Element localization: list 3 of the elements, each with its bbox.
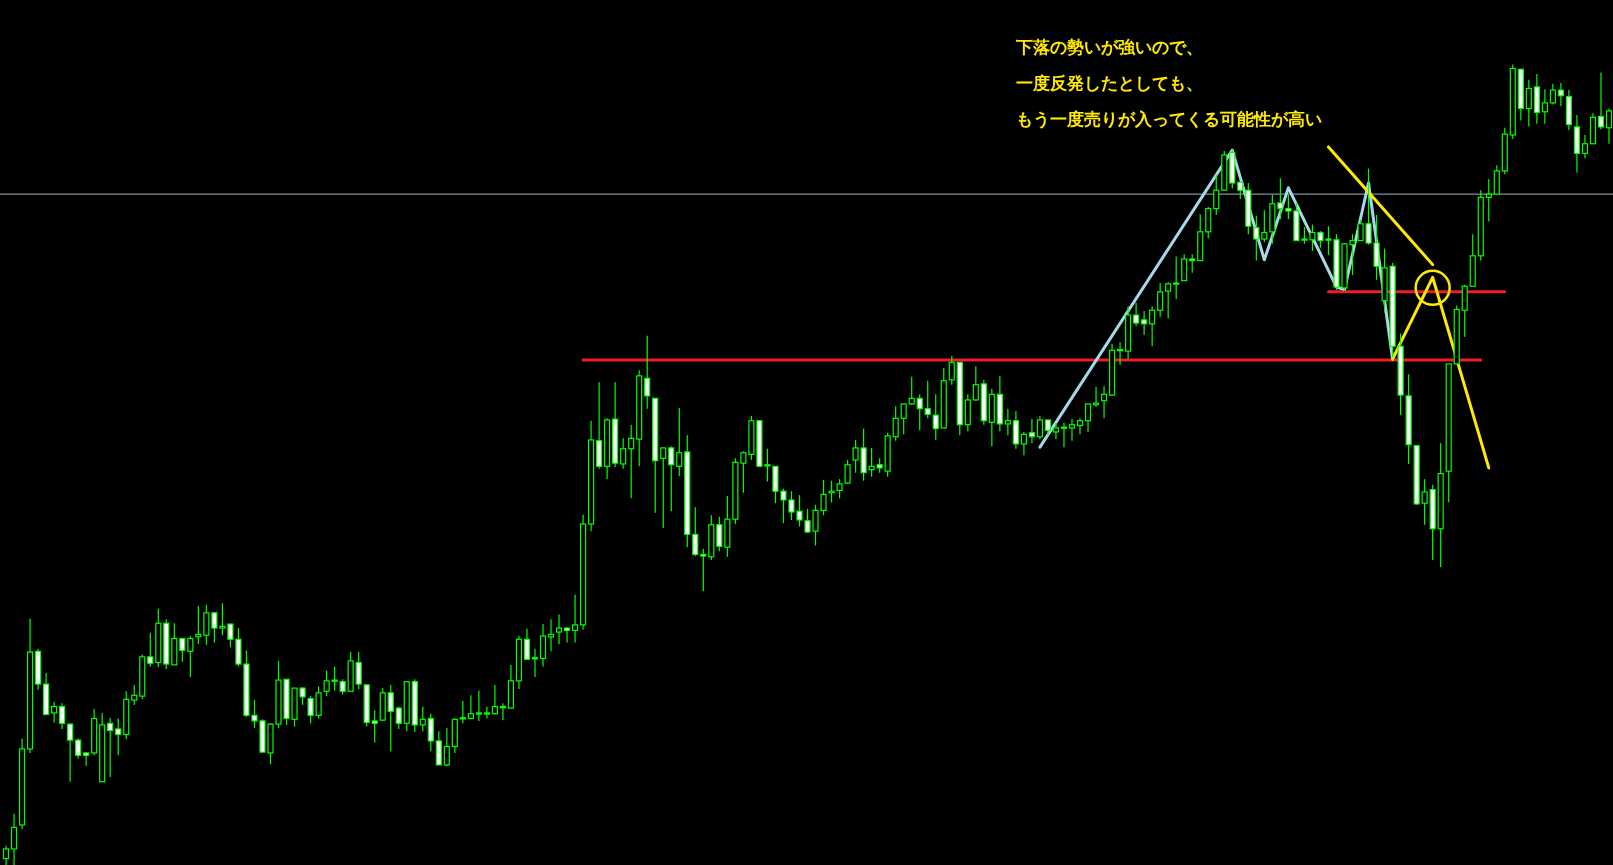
annotation: 一度反発したとしても、	[1016, 73, 1203, 93]
annotation: もう一度売りが入ってくる可能性が高い	[1016, 109, 1322, 129]
annotation: 下落の勢いが強いので、	[1016, 37, 1203, 57]
